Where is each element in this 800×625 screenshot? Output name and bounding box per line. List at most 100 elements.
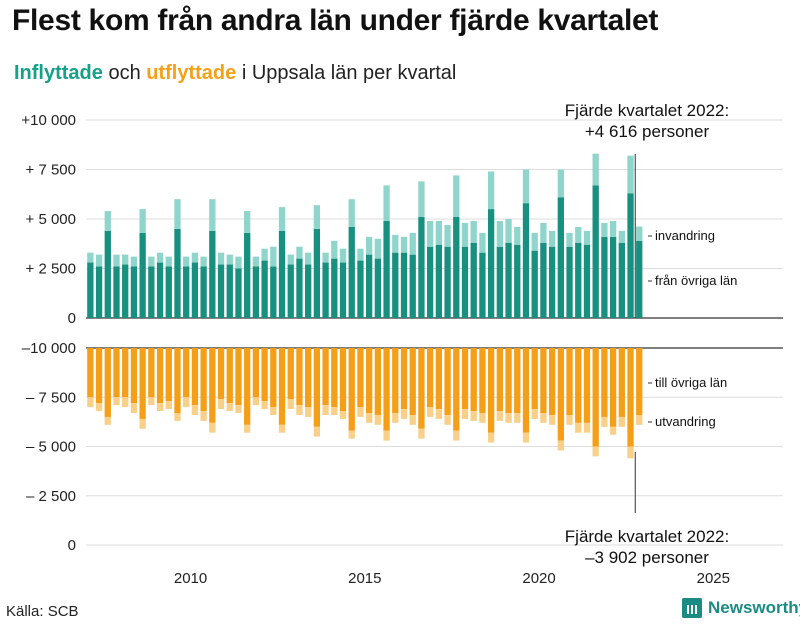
bar-from-ovriga-lan <box>357 260 364 318</box>
bar-till-ovriga-lan <box>357 348 364 408</box>
bar-from-ovriga-lan <box>435 244 443 318</box>
bar-utvandring <box>557 440 564 451</box>
bar-invandring <box>444 224 451 247</box>
bar-invandring <box>618 230 625 243</box>
bar-invandring <box>636 226 643 241</box>
bar-till-ovriga-lan <box>575 348 582 423</box>
bar-from-ovriga-lan <box>87 262 94 318</box>
label-fran-ovriga-lan: från övriga län <box>655 273 737 288</box>
bar-invandring <box>261 248 268 261</box>
bar-invandring <box>592 153 599 186</box>
bar-from-ovriga-lan <box>444 246 451 318</box>
bar-invandring <box>479 232 486 253</box>
bar-till-ovriga-lan <box>392 348 399 414</box>
bar-from-ovriga-lan <box>366 254 373 318</box>
bar-utvandring <box>322 405 329 415</box>
bar-utvandring <box>461 409 469 419</box>
bar-invandring <box>357 248 364 261</box>
bar-invandring <box>95 254 103 267</box>
bar-from-ovriga-lan <box>183 266 190 318</box>
bar-utvandring <box>418 428 425 439</box>
bar-utvandring <box>130 403 138 414</box>
x-tick-label: 2010 <box>174 570 207 587</box>
bar-from-ovriga-lan <box>496 246 503 318</box>
y-tick-label: +10 000 <box>21 112 76 129</box>
bar-utvandring <box>618 416 625 427</box>
bar-from-ovriga-lan <box>531 250 538 318</box>
bar-invandring <box>139 209 146 233</box>
bar-from-ovriga-lan <box>487 209 495 318</box>
bar-utvandring <box>339 411 347 419</box>
bar-till-ovriga-lan <box>113 348 120 398</box>
label-till-ovriga-lan: till övriga län <box>655 375 727 390</box>
y-tick-label: 0 <box>68 537 76 554</box>
bar-till-ovriga-lan <box>400 348 408 410</box>
bar-invandring <box>609 220 617 237</box>
bar-utvandring <box>331 407 338 415</box>
bar-till-ovriga-lan <box>609 348 617 427</box>
x-tick-label: 2025 <box>697 570 730 587</box>
bar-utvandring <box>426 407 434 417</box>
bar-utvandring <box>392 413 399 423</box>
bar-invandring <box>496 220 503 247</box>
bar-utvandring <box>435 409 443 419</box>
bar-from-ovriga-lan <box>514 244 521 318</box>
bar-from-ovriga-lan <box>418 217 425 318</box>
label-invandring: invandring <box>655 228 715 243</box>
bar-till-ovriga-lan <box>148 348 155 398</box>
bar-till-ovriga-lan <box>165 348 172 402</box>
bar-from-ovriga-lan <box>209 230 216 318</box>
bar-from-ovriga-lan <box>383 220 390 318</box>
bar-from-ovriga-lan <box>95 266 103 318</box>
bar-from-ovriga-lan <box>191 262 199 318</box>
bar-utvandring <box>305 407 312 417</box>
bar-from-ovriga-lan <box>348 226 355 318</box>
y-tick-label: + 7 500 <box>26 162 76 179</box>
bar-till-ovriga-lan <box>618 348 625 417</box>
y-tick-label: + 5 000 <box>26 211 76 228</box>
bar-from-ovriga-lan <box>200 266 207 318</box>
bar-till-ovriga-lan <box>479 348 486 414</box>
y-tick-label: 0 <box>68 310 76 327</box>
bar-from-ovriga-lan <box>566 246 573 318</box>
bar-till-ovriga-lan <box>191 348 199 406</box>
bar-invandring <box>165 256 172 267</box>
bar-from-ovriga-lan <box>313 228 321 318</box>
bar-from-ovriga-lan <box>139 232 146 318</box>
bar-utvandring <box>409 414 416 425</box>
bar-utvandring <box>540 413 547 423</box>
bar-from-ovriga-lan <box>627 193 634 318</box>
subtitle-out-label: utflyttade <box>146 62 237 84</box>
bar-from-ovriga-lan <box>636 240 643 318</box>
bar-till-ovriga-lan <box>278 348 286 425</box>
bar-from-ovriga-lan <box>426 246 434 318</box>
bar-from-ovriga-lan <box>548 246 556 318</box>
bar-till-ovriga-lan <box>87 348 94 398</box>
bar-till-ovriga-lan <box>514 348 521 414</box>
bar-till-ovriga-lan <box>287 348 294 400</box>
bar-utvandring <box>348 430 355 439</box>
bar-till-ovriga-lan <box>531 348 538 410</box>
bar-invandring <box>400 236 408 253</box>
bar-invandring <box>575 226 582 243</box>
bar-invandring <box>305 252 312 265</box>
bar-utvandring <box>156 403 164 412</box>
bar-invandring <box>409 232 416 255</box>
chart-subtitle: Inflyttade och utflyttade i Uppsala län … <box>14 62 456 85</box>
bar-invandring <box>470 220 477 243</box>
annotation-top-line2: +4 616 personer <box>585 122 710 141</box>
bar-invandring <box>453 175 460 218</box>
bar-invandring <box>122 254 129 265</box>
bar-utvandring <box>200 411 207 421</box>
bar-invandring <box>531 232 538 251</box>
bar-till-ovriga-lan <box>209 348 216 423</box>
label-utvandring: utvandring <box>655 414 716 429</box>
bar-invandring <box>348 199 355 227</box>
bar-utvandring <box>104 416 111 425</box>
bar-utvandring <box>531 409 538 419</box>
bar-till-ovriga-lan <box>252 348 260 398</box>
bar-invandring <box>557 169 564 198</box>
bar-from-ovriga-lan <box>148 266 155 318</box>
bar-till-ovriga-lan <box>601 348 608 417</box>
bar-utvandring <box>636 415 643 425</box>
